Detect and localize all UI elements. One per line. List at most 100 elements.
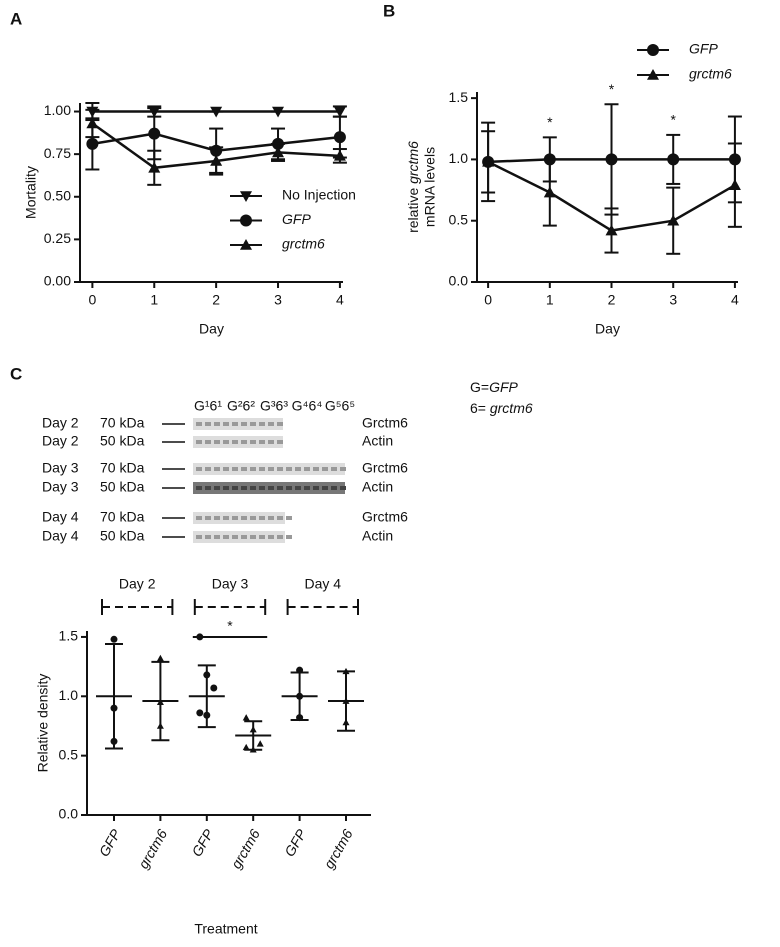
blot-band [268, 422, 274, 426]
x-tick-label: GFP [188, 826, 217, 859]
row-size: 70 kDa [100, 509, 145, 525]
x-tick-label: grctm6 [321, 826, 356, 871]
blot-band [286, 467, 292, 471]
blot-band [214, 467, 220, 471]
y-tick-label: 0.00 [44, 273, 71, 289]
y-tick-label: 0.75 [44, 145, 71, 161]
y-tick-label: 0.5 [449, 211, 469, 227]
data-point [210, 684, 218, 692]
panel-label: A [10, 9, 22, 28]
blot-band [313, 486, 319, 490]
blot-band [232, 535, 238, 539]
blot-band [205, 535, 211, 539]
blot-strip [193, 512, 285, 524]
y-tick-label: 0.5 [59, 746, 79, 762]
key-name: grctm6 [490, 400, 533, 416]
y-tick-label: 0.0 [59, 806, 79, 822]
group-label: Day 2 [119, 576, 156, 592]
annotation: * [609, 81, 615, 97]
row-day: Day 3 [42, 460, 79, 476]
row-size: 70 kDa [100, 415, 145, 431]
key-prefix: G= [470, 379, 489, 395]
y-tick-label: 1.00 [44, 102, 71, 118]
blot-band [196, 516, 202, 520]
marker [86, 137, 99, 150]
data-point [156, 654, 164, 662]
row-protein: Actin [362, 528, 393, 544]
data-point [249, 746, 257, 753]
data-point [196, 709, 204, 717]
marker [605, 224, 618, 236]
marker [482, 155, 495, 167]
blot-band [205, 467, 211, 471]
row-size: 50 kDa [100, 528, 145, 544]
blot-band [250, 486, 256, 490]
row-protein: Grctm6 [362, 509, 408, 525]
blot-band [196, 467, 202, 471]
x-tick-label: grctm6 [135, 826, 170, 871]
blot-band [232, 516, 238, 520]
key-name: GFP [489, 379, 518, 395]
annotation: * [547, 114, 553, 130]
blot-band [232, 440, 238, 444]
blot-band [241, 535, 247, 539]
y-axis-label: mRNA levels [422, 147, 438, 227]
data-point [156, 698, 164, 706]
marker [148, 161, 161, 173]
marker [605, 153, 618, 166]
marker [148, 127, 161, 140]
group-label: Day 3 [212, 576, 249, 592]
lane-label: G²6² [227, 398, 255, 414]
blot-band [250, 467, 256, 471]
blot-band [214, 440, 220, 444]
x-tick-label: 3 [274, 292, 282, 308]
data-point [156, 722, 164, 729]
marker [728, 179, 741, 190]
blot-band [196, 440, 202, 444]
blot-band [295, 467, 301, 471]
blot-band [322, 467, 328, 471]
x-tick-label: 2 [608, 292, 616, 308]
blot-band [232, 467, 238, 471]
blot-band [241, 516, 247, 520]
data-point [110, 704, 118, 712]
blot-band [340, 467, 346, 471]
data-point [296, 666, 304, 674]
blot-band [268, 440, 274, 444]
y-axis-label: relative grctm6 [405, 141, 421, 233]
blot-band [250, 422, 256, 426]
x-axis-label: Treatment [194, 921, 257, 937]
data-point [342, 697, 350, 704]
x-tick-label: 2 [212, 292, 220, 308]
key-entry: G=GFP [470, 379, 519, 395]
blot-band [340, 486, 346, 490]
blot-band [241, 440, 247, 444]
row-protein: Grctm6 [362, 415, 408, 431]
data-point [242, 714, 250, 721]
blot-band [250, 535, 256, 539]
blot-band [286, 535, 292, 539]
blot-band [268, 486, 274, 490]
blot-band [277, 486, 283, 490]
y-tick-label: 1.5 [449, 89, 469, 105]
marker [667, 153, 680, 166]
blot-band [259, 516, 265, 520]
blot-band [250, 440, 256, 444]
marker [333, 106, 346, 118]
key-entry: 6= grctm6 [470, 400, 533, 416]
x-tick-label: 4 [336, 292, 344, 308]
blot-band [268, 516, 274, 520]
data-point [249, 726, 257, 733]
marker [543, 186, 556, 198]
legend-marker [647, 69, 659, 80]
blot-band [214, 486, 220, 490]
blot-band [277, 535, 283, 539]
data-point [203, 711, 211, 719]
y-axis-label: Relative density [35, 674, 51, 773]
blot-band [268, 535, 274, 539]
blot-band [259, 440, 265, 444]
x-tick-label: 4 [731, 292, 739, 308]
y-axis-label: Mortality [23, 166, 39, 219]
y-tick-label: 1.0 [449, 150, 469, 166]
panel-label: B [383, 1, 395, 20]
